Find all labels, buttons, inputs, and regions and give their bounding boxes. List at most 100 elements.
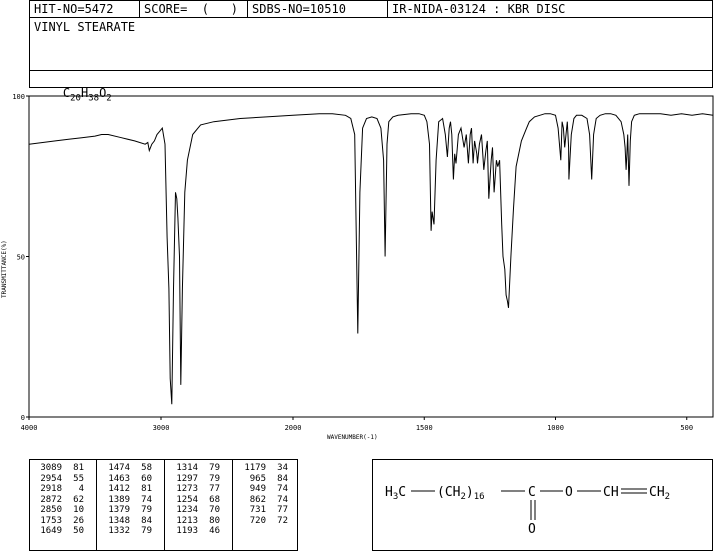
peak-wavenumber: 965	[249, 473, 266, 484]
x-tick-label: 1000	[547, 424, 564, 432]
peak-wavenumber: 1412	[108, 484, 130, 494]
peak-wavenumber: 1193	[176, 526, 198, 536]
peak-intensity: 74	[277, 484, 288, 494]
peak-intensity: 80	[209, 515, 220, 526]
x-tick-label: 500	[680, 424, 693, 432]
peak-intensity: 81	[73, 463, 84, 473]
peak-row: 1753 26	[32, 516, 84, 527]
peak-intensity: 26	[73, 515, 84, 526]
compound-name: VINYL STEARATE	[34, 20, 136, 34]
ir-spectrum-chart: 0 50 100 4000 3000 2000 1500 1000 500 TRANSMITT…	[1, 93, 714, 441]
peak-row: 1213 80	[168, 516, 220, 527]
peak-wavenumber: 1389	[108, 494, 130, 505]
peak-row: 2918 4	[32, 484, 84, 495]
peak-wavenumber: 1273	[176, 484, 198, 494]
peak-wavenumber: 1234	[176, 505, 198, 515]
peak-wavenumber: 1332	[108, 526, 130, 536]
x-axis-title: WAVENUMBER(-1)	[327, 434, 378, 441]
peak-row: 1297 79	[168, 474, 220, 485]
peak-wavenumber: 2872	[40, 494, 62, 505]
peak-intensity: 74	[277, 494, 288, 505]
peak-row: 949 74	[236, 484, 288, 495]
y-axis-title: TRANSMITTANCE(%)	[1, 240, 8, 298]
x-axis-ticks: 4000 3000 2000 1500 1000 500	[21, 417, 693, 432]
peak-row: 2872 62	[32, 495, 84, 506]
x-tick-label: 4000	[21, 424, 38, 432]
peak-row: 1179 34	[236, 463, 288, 474]
x-tick-label: 1500	[416, 424, 433, 432]
peak-row: 1314 79	[168, 463, 220, 474]
peak-intensity: 34	[277, 463, 288, 473]
peak-wavenumber: 2918	[40, 484, 62, 494]
peak-row: 1474 58	[100, 463, 152, 474]
peak-row: 862 74	[236, 495, 288, 506]
peak-column: 1314 79 1297 79 1273 77 1254 68 1234 70 1213 80 1193…	[168, 463, 220, 537]
peak-row: 731 77	[236, 505, 288, 516]
peak-wavenumber: 2954	[40, 473, 62, 484]
peak-column: 1474 58 1463 60 1412 81 1389 74 1379 79 1348 84 1332…	[100, 463, 152, 537]
peak-row: 1234 70	[168, 505, 220, 516]
peak-intensity: 62	[73, 494, 84, 505]
peak-column-divider	[96, 460, 97, 550]
peak-intensity: 74	[141, 494, 152, 505]
x-tick-label: 3000	[153, 424, 170, 432]
y-tick-label: 100	[12, 93, 25, 101]
peak-wavenumber: 1348	[108, 515, 130, 526]
peak-wavenumber: 1213	[176, 515, 198, 526]
sdbs-no-label: SDBS-NO=10510	[248, 1, 388, 18]
peak-intensity: 58	[141, 463, 152, 473]
peak-row: 720 72	[236, 516, 288, 527]
x-tick-label: 2000	[285, 424, 302, 432]
peak-intensity: 60	[141, 473, 152, 484]
y-tick-label: 50	[17, 254, 25, 262]
peak-intensity: 84	[277, 473, 288, 484]
peak-row: 1379 79	[100, 505, 152, 516]
structure-diagram: H3C (CH2)16 C O O CH CH2	[385, 485, 670, 537]
peak-wavenumber: 1297	[176, 473, 198, 484]
peak-row: 1348 84	[100, 516, 152, 527]
peak-wavenumber: 1649	[40, 526, 62, 536]
peak-intensity: 68	[209, 494, 220, 505]
peak-intensity: 81	[141, 484, 152, 494]
score-label: SCORE= ( )	[140, 1, 248, 18]
peak-row: 1463 60	[100, 474, 152, 485]
peak-intensity: 77	[209, 484, 220, 494]
peak-wavenumber: 1179	[244, 463, 266, 473]
peak-intensity: 79	[209, 473, 220, 484]
vinyl-ch: CH	[603, 485, 619, 500]
structure-h3c: H3C	[385, 485, 406, 502]
peak-intensity: 10	[73, 505, 84, 515]
peak-row: 1649 50	[32, 526, 84, 537]
structure-chain: (CH2)16	[437, 485, 485, 502]
peak-column-divider	[232, 460, 233, 550]
spectrum-line	[28, 113, 714, 405]
peak-intensity: 46	[209, 526, 220, 536]
peak-row: 1389 74	[100, 495, 152, 506]
peak-wavenumber: 1379	[108, 505, 130, 515]
peak-row: 2954 55	[32, 474, 84, 485]
peak-row: 1193 46	[168, 526, 220, 537]
peak-wavenumber: 862	[249, 494, 266, 505]
peak-row: 965 84	[236, 474, 288, 485]
peak-row: 1412 81	[100, 484, 152, 495]
peak-table: 3089 81 2954 55 2918 4 2872 62 2850 10 1753 26 1649 5…	[29, 459, 298, 551]
peak-row: 2850 10	[32, 505, 84, 516]
peak-wavenumber: 1474	[108, 463, 130, 473]
peak-intensity: 72	[277, 515, 288, 526]
peak-intensity: 84	[141, 515, 152, 526]
molecular-formula: C20H38O2	[62, 86, 112, 104]
peak-wavenumber: 2850	[40, 505, 62, 515]
plot-frame	[28, 95, 714, 418]
peak-wavenumber: 1314	[176, 463, 198, 473]
peak-wavenumber: 720	[249, 515, 266, 526]
peak-wavenumber: 3089	[40, 463, 62, 473]
peak-intensity: 79	[141, 526, 152, 536]
carbonyl-oxygen: O	[528, 522, 536, 537]
y-axis-ticks: 0 50 100	[12, 93, 29, 422]
ir-code-label: IR-NIDA-03124 : KBR DISC	[392, 2, 566, 16]
peak-row: 1273 77	[168, 484, 220, 495]
peak-wavenumber: 949	[249, 484, 266, 494]
ester-oxygen: O	[565, 485, 573, 500]
y-tick-label: 0	[21, 414, 25, 422]
peak-wavenumber: 1463	[108, 473, 130, 484]
